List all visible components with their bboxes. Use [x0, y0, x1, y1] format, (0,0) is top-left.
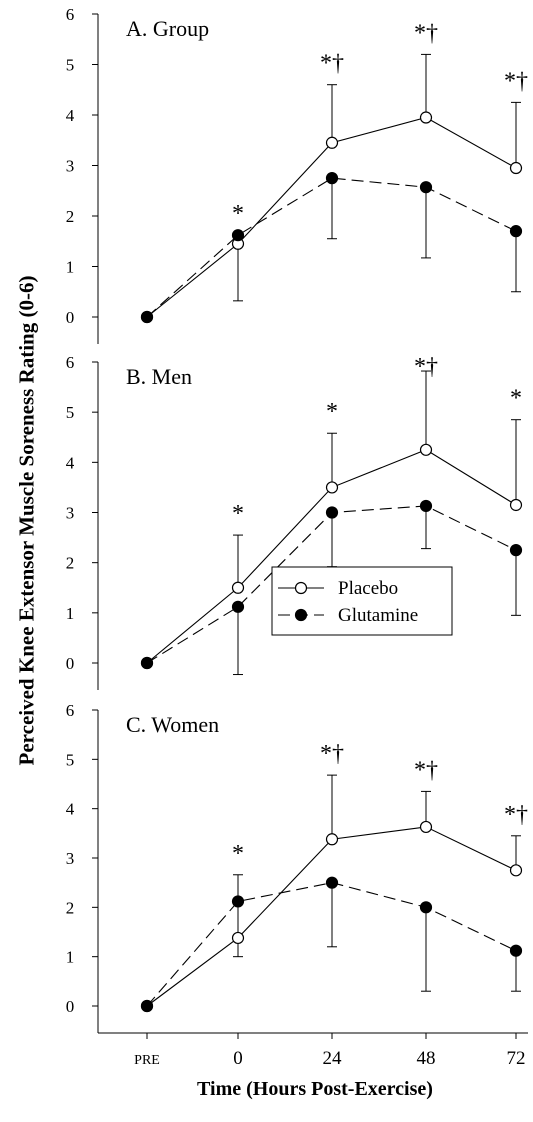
glutamine-point: [509, 944, 523, 957]
y-tick-label: 5: [66, 403, 75, 422]
legend-box: [271, 566, 453, 636]
glutamine-point: [509, 225, 523, 238]
placebo-point: [325, 136, 339, 149]
y-tick-label: 0: [66, 308, 75, 327]
y-tick-label: 2: [66, 898, 75, 917]
y-tick-label: 4: [66, 800, 75, 819]
significance-marker: *†: [414, 20, 438, 46]
legend-placebo-label: Placebo: [338, 578, 398, 599]
y-tick-label: 3: [66, 504, 75, 523]
placebo-point: [509, 864, 523, 877]
legend: Placebo Glutamine: [271, 566, 453, 636]
y-tick-label: 3: [66, 849, 75, 868]
significance-marker: *: [326, 399, 338, 425]
y-tick-label: 4: [66, 453, 75, 472]
significance-marker: *†: [504, 802, 528, 828]
glutamine-point: [231, 895, 245, 908]
y-tick-label: 6: [66, 353, 75, 372]
panel-title: A. Group: [126, 16, 209, 41]
glutamine-point: [325, 172, 339, 185]
panel-title: B. Men: [126, 364, 192, 389]
y-tick-label: 6: [66, 5, 75, 24]
significance-marker: *†: [320, 51, 344, 77]
y-tick-label: 1: [66, 948, 75, 967]
glutamine-point: [140, 999, 154, 1013]
glutamine-series-line: [146, 177, 517, 318]
significance-marker: *: [232, 841, 244, 867]
significance-marker: *: [232, 501, 244, 527]
y-tick-label: 2: [66, 207, 75, 226]
placebo-point: [509, 498, 523, 512]
significance-marker: *†: [414, 354, 438, 380]
placebo-point: [509, 161, 523, 175]
significance-marker: *†: [504, 68, 528, 94]
x-tick-label: 0: [233, 1048, 243, 1069]
y-tick-label: 4: [66, 106, 75, 125]
significance-marker: *†: [414, 757, 438, 783]
y-tick-label: 6: [66, 701, 75, 720]
significance-marker: *: [510, 386, 522, 412]
placebo-point: [325, 481, 339, 494]
y-tick-label: 0: [66, 997, 75, 1016]
placebo-point: [231, 581, 245, 594]
glutamine-point: [325, 876, 339, 889]
panel-3: 0 1 2 3 4 5 6 C. Women * *† *† *†: [66, 701, 528, 1033]
y-tick-label: 1: [66, 258, 75, 277]
legend-glutamine-marker: [294, 608, 308, 622]
glutamine-point: [419, 901, 433, 914]
x-tick-label: PRE: [134, 1053, 160, 1068]
legend-glutamine-label: Glutamine: [338, 605, 418, 626]
x-tick-label: 72: [507, 1048, 526, 1069]
glutamine-point: [140, 656, 154, 670]
glutamine-point: [231, 600, 245, 613]
panel-1: 0 1 2 3 4 5 6 A. Group * *† *† *†: [66, 5, 528, 344]
placebo-point: [419, 443, 433, 456]
panel-title: C. Women: [126, 712, 219, 737]
glutamine-point: [231, 229, 245, 242]
y-tick-label: 5: [66, 750, 75, 769]
legend-placebo-marker: [294, 581, 308, 595]
glutamine-point: [419, 181, 433, 194]
x-tick-label: 48: [417, 1048, 436, 1069]
placebo-point: [325, 833, 339, 846]
glutamine-point: [140, 310, 154, 324]
glutamine-point: [509, 544, 523, 557]
y-tick-label: 3: [66, 157, 75, 176]
x-axis-label: Time (Hours Post-Exercise): [197, 1078, 433, 1100]
significance-marker: *: [232, 201, 244, 227]
glutamine-point: [419, 499, 433, 513]
y-tick-label: 0: [66, 654, 75, 673]
panel-2: 0 1 2 3 4 5 6 B. Men * * *† * Placebo Glutamine: [66, 353, 523, 690]
glutamine-point: [325, 506, 339, 519]
significance-marker: *†: [320, 741, 344, 767]
y-tick-label: 5: [66, 56, 75, 75]
placebo-point: [419, 820, 433, 834]
y-tick-label: 2: [66, 554, 75, 573]
placebo-point: [231, 931, 245, 945]
placebo-point: [419, 111, 433, 124]
x-tick-label: 24: [323, 1048, 343, 1069]
y-tick-label: 1: [66, 604, 75, 623]
